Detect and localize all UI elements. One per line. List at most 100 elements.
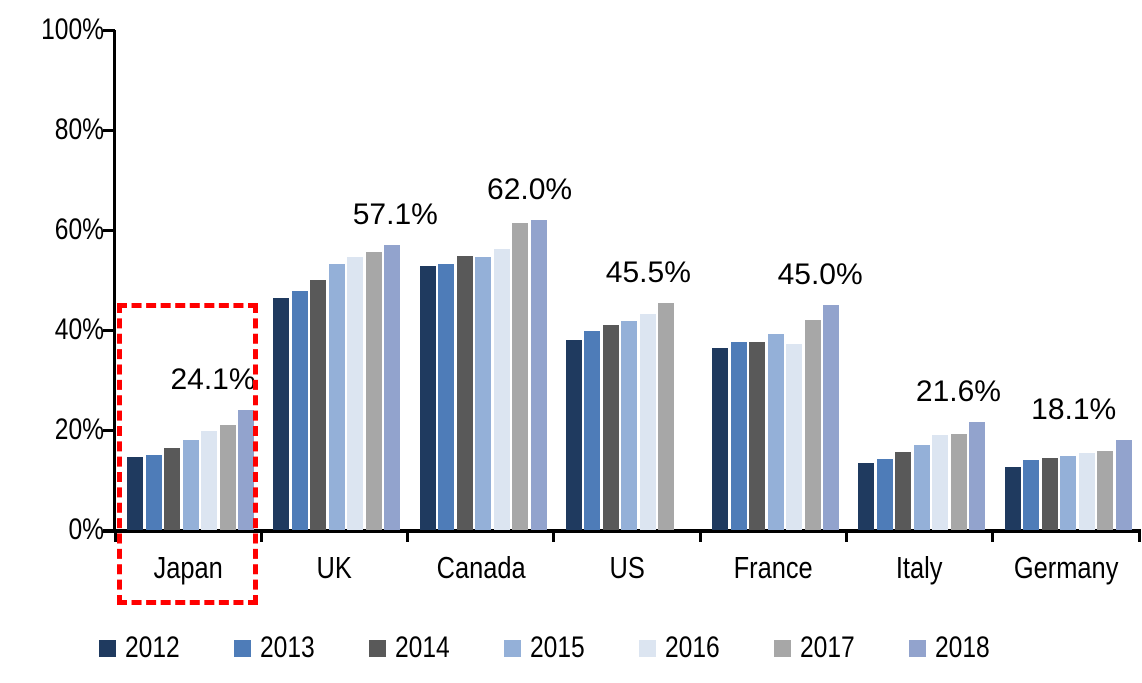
x-axis-tick	[552, 530, 556, 542]
bar-italy-2018	[969, 422, 986, 530]
japan-highlight-rect	[117, 303, 259, 605]
x-axis-tick	[113, 530, 117, 542]
data-label-us: 45.5%	[605, 255, 691, 289]
y-axis-tick-label: 0%	[68, 513, 104, 546]
data-label-italy: 21.6%	[915, 375, 1001, 408]
bar-japan-2017	[219, 425, 236, 530]
x-axis-tick	[259, 530, 263, 542]
bar-france-2017	[804, 319, 821, 530]
data-label-uk: 57.1%	[352, 197, 438, 231]
bar-germany-2018	[1115, 439, 1132, 530]
bar-germany-2012	[1004, 467, 1021, 530]
x-axis-tick	[698, 530, 702, 542]
legend-swatch-2015	[503, 639, 521, 657]
bar-uk-2013	[291, 291, 308, 530]
bar-canada-2016	[493, 249, 510, 530]
legend-swatch-2013	[233, 639, 251, 657]
x-axis-category-label: Germany	[1013, 550, 1119, 585]
x-axis-category-label: Italy	[896, 550, 943, 585]
bar-uk-2015	[328, 264, 345, 530]
data-label-germany: 18.1%	[1031, 392, 1117, 426]
bar-france-2016	[786, 343, 803, 530]
bar-italy-2012	[858, 463, 875, 530]
legend-swatch-2012	[98, 639, 116, 657]
bar-germany-2014	[1041, 458, 1058, 530]
bar-germany-2015	[1060, 455, 1077, 530]
bar-canada-2014	[456, 256, 473, 530]
bar-uk-2016	[347, 257, 364, 530]
legend-label-2014: 2014	[394, 631, 450, 664]
legend-item-2013: 2013	[233, 631, 369, 665]
y-axis-tick	[103, 328, 115, 332]
bar-uk-2014	[310, 280, 327, 530]
x-axis-category-label: Japan	[153, 550, 223, 585]
legend-item-2018: 2018	[908, 631, 1044, 665]
legend-item-2017: 2017	[773, 631, 909, 665]
legend-item-2016: 2016	[638, 631, 774, 665]
bar-italy-2017	[950, 433, 967, 530]
y-axis-tick	[103, 228, 115, 232]
bar-france-2013	[730, 342, 747, 530]
x-axis-tick	[991, 530, 995, 542]
bar-canada-2015	[475, 257, 492, 530]
x-axis-category-label: US	[609, 550, 645, 585]
y-axis-tick	[103, 428, 115, 432]
bar-us-2016	[639, 314, 656, 530]
bar-canada-2018	[530, 220, 547, 530]
x-axis-tick	[1137, 530, 1141, 542]
bar-us-2014	[602, 325, 619, 530]
x-axis-category-label: UK	[316, 550, 353, 585]
legend-item-2015: 2015	[503, 631, 639, 665]
y-axis-tick	[103, 28, 115, 32]
bar-canada-2013	[438, 264, 455, 530]
data-label-canada: 62.0%	[487, 173, 573, 206]
legend-swatch-2018	[908, 639, 926, 657]
y-axis-tick-label: 80%	[54, 113, 104, 146]
legend-label-2012: 2012	[124, 631, 180, 664]
legend-label-2017: 2017	[799, 631, 855, 664]
legend-item-2014: 2014	[368, 631, 504, 665]
legend-label-2013: 2013	[259, 631, 315, 664]
data-label-france: 45.0%	[777, 258, 863, 291]
y-axis-tick-label: 60%	[54, 213, 104, 246]
bar-uk-2017	[365, 251, 382, 530]
bar-germany-2013	[1023, 460, 1040, 530]
legend-swatch-2014	[368, 639, 386, 657]
x-axis-category-label: Canada	[436, 550, 526, 585]
bar-uk-2012	[273, 298, 290, 530]
bar-canada-2017	[512, 223, 529, 530]
bar-japan-2018	[238, 409, 254, 530]
legend-item-2012: 2012	[98, 631, 234, 665]
y-axis-tick-label: 40%	[54, 313, 104, 346]
y-axis-tick-label: 100%	[41, 13, 104, 46]
legend-label-2018: 2018	[934, 631, 990, 664]
x-axis-category-label: France	[733, 550, 813, 585]
bar-us-2013	[584, 331, 601, 530]
legend-swatch-2017	[773, 639, 791, 657]
bar-uk-2018	[384, 244, 401, 530]
bar-france-2014	[749, 342, 766, 530]
bar-japan-2012	[127, 457, 143, 530]
bar-us-2012	[565, 340, 582, 530]
legend-label-2016: 2016	[664, 631, 720, 664]
bar-italy-2013	[876, 459, 893, 530]
bar-japan-2016	[201, 430, 217, 530]
bar-japan-2015	[182, 439, 199, 530]
bar-france-2018	[823, 305, 840, 530]
y-axis-tick	[103, 128, 115, 132]
bar-japan-2013	[145, 455, 162, 530]
bar-france-2015	[767, 334, 784, 530]
y-axis-line	[113, 30, 116, 530]
legend-swatch-2016	[638, 639, 656, 657]
x-axis-tick	[844, 530, 848, 542]
bar-canada-2012	[419, 265, 436, 530]
bar-france-2012	[712, 348, 729, 530]
legend-label-2015: 2015	[529, 631, 585, 664]
bar-italy-2016	[932, 435, 949, 530]
legend: 2012 2013 2014 2015 2016 2017 2018	[0, 631, 1142, 665]
y-axis-tick-label: 20%	[54, 413, 104, 446]
bar-germany-2016	[1078, 453, 1095, 530]
bar-italy-2015	[913, 445, 930, 530]
bar-germany-2017	[1097, 450, 1114, 530]
